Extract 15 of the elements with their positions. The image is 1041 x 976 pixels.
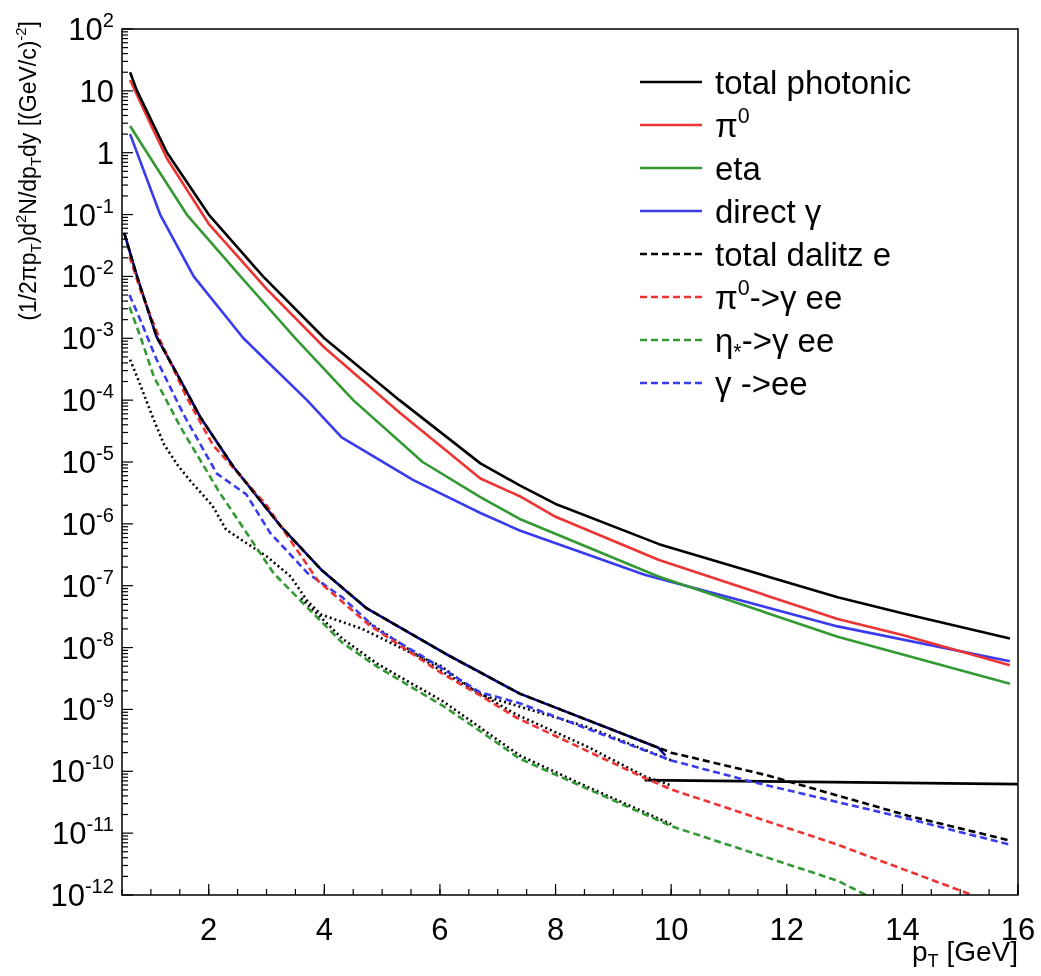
x-tick-label: 2 [200, 912, 218, 947]
y-tick-label: 1 [96, 135, 115, 171]
x-tick-label: 4 [315, 912, 333, 947]
x-tick-label: 8 [546, 912, 565, 947]
x-tick-label: 10 [653, 912, 689, 947]
legend-label: total dalitz e [715, 236, 892, 273]
legend-label: total photonic [715, 64, 912, 101]
legend-label: γ ->ee [715, 365, 808, 402]
legend-label: eta [715, 150, 762, 187]
text: (1/2πpT)d2N/dpTdy [(GeV/c)-2] [12, 21, 45, 321]
x-tick-label: 6 [431, 912, 449, 947]
x-tick-label: 12 [769, 912, 805, 947]
legend-label: direct γ [715, 193, 822, 230]
y-tick-label: 10 [79, 73, 114, 109]
legend-label: η*->γ ee [715, 322, 835, 365]
